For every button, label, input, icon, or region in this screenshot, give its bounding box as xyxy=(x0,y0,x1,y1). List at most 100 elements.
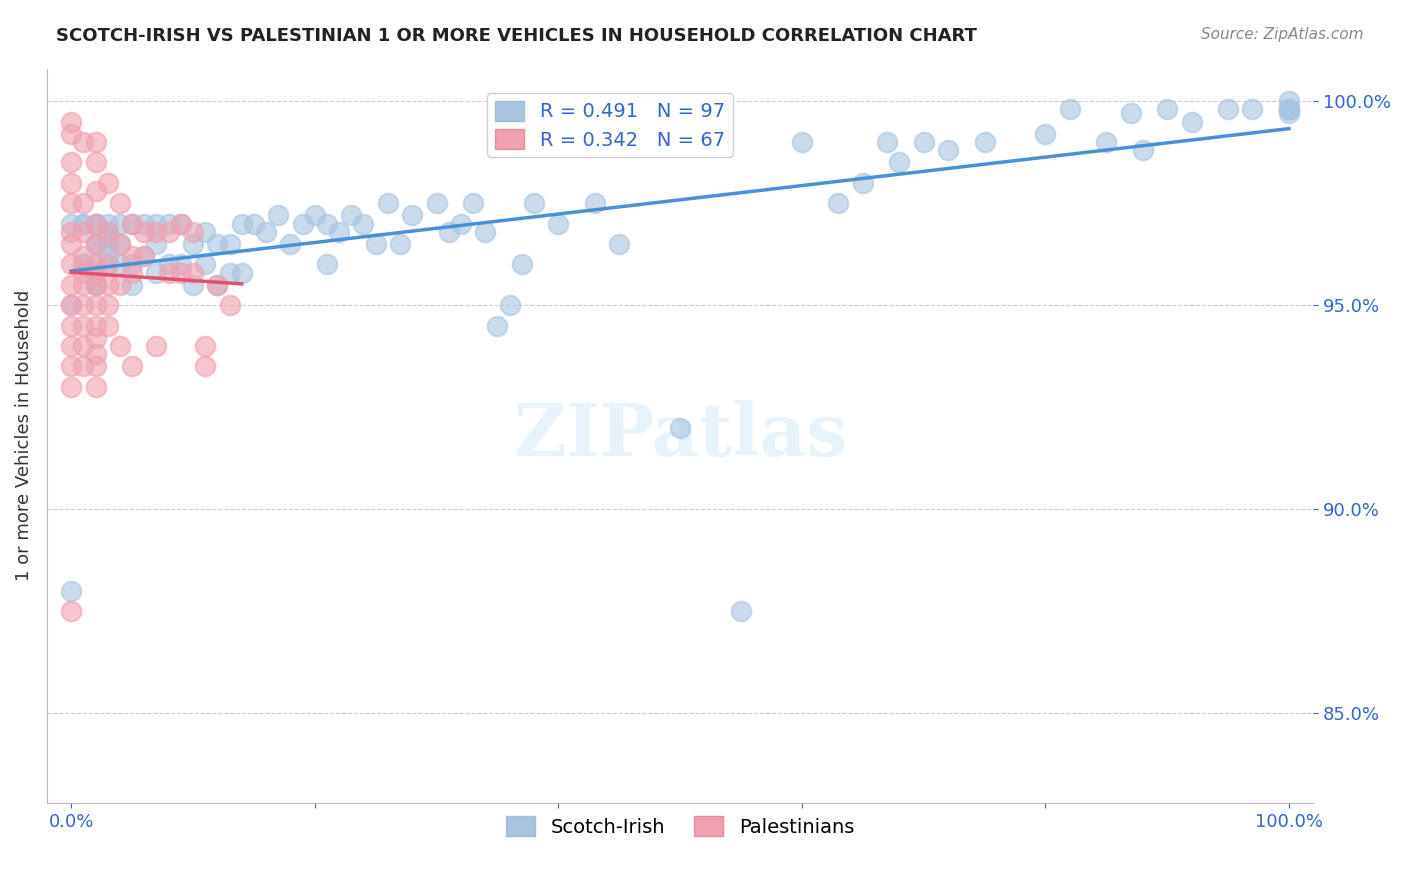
Point xyxy=(267,208,290,222)
Point xyxy=(72,277,94,292)
Y-axis label: 1 or more Vehicles in Household: 1 or more Vehicles in Household xyxy=(15,290,32,582)
Point xyxy=(889,155,911,169)
Point xyxy=(304,208,326,222)
Point xyxy=(121,277,143,292)
Point xyxy=(547,217,569,231)
Point xyxy=(218,298,240,312)
Point xyxy=(84,318,107,333)
Legend: Scotch-Irish, Palestinians: Scotch-Irish, Palestinians xyxy=(498,808,862,845)
Point xyxy=(328,225,350,239)
Point xyxy=(60,380,83,394)
Point xyxy=(60,277,83,292)
Point xyxy=(97,225,120,239)
Point xyxy=(425,196,447,211)
Point xyxy=(72,225,94,239)
Point xyxy=(231,217,253,231)
Point xyxy=(1180,114,1202,128)
Point xyxy=(84,257,107,271)
Point xyxy=(194,359,217,374)
Point xyxy=(97,237,120,252)
Text: ZIPatlas: ZIPatlas xyxy=(513,401,848,471)
Point xyxy=(60,196,83,211)
Point xyxy=(60,114,83,128)
Point xyxy=(340,208,363,222)
Point xyxy=(316,257,339,271)
Point xyxy=(790,135,813,149)
Point xyxy=(669,420,692,434)
Point xyxy=(218,266,240,280)
Point xyxy=(84,359,107,374)
Point xyxy=(389,237,412,252)
Point xyxy=(181,225,204,239)
Point xyxy=(145,339,167,353)
Point xyxy=(170,266,193,280)
Point xyxy=(157,266,180,280)
Point xyxy=(1278,103,1301,117)
Point xyxy=(243,217,266,231)
Point xyxy=(973,135,995,149)
Point xyxy=(84,217,107,231)
Point xyxy=(134,225,156,239)
Point xyxy=(134,217,156,231)
Point xyxy=(60,127,83,141)
Point xyxy=(1035,127,1057,141)
Point xyxy=(60,604,83,618)
Point xyxy=(60,339,83,353)
Point xyxy=(280,237,302,252)
Point xyxy=(1119,106,1142,120)
Point xyxy=(145,237,167,252)
Point xyxy=(170,217,193,231)
Point xyxy=(97,318,120,333)
Point xyxy=(1278,103,1301,117)
Point xyxy=(912,135,935,149)
Point xyxy=(207,277,229,292)
Point xyxy=(181,237,204,252)
Point xyxy=(97,257,120,271)
Point xyxy=(486,318,509,333)
Point xyxy=(97,257,120,271)
Point xyxy=(1278,94,1301,108)
Point xyxy=(84,135,107,149)
Point xyxy=(121,217,143,231)
Point xyxy=(60,298,83,312)
Point xyxy=(450,217,472,231)
Point xyxy=(84,277,107,292)
Point xyxy=(876,135,898,149)
Point xyxy=(121,217,143,231)
Point xyxy=(827,196,849,211)
Point xyxy=(510,257,533,271)
Point xyxy=(207,277,229,292)
Point xyxy=(157,225,180,239)
Point xyxy=(461,196,484,211)
Point xyxy=(498,298,520,312)
Point xyxy=(72,217,94,231)
Point xyxy=(72,266,94,280)
Point xyxy=(72,257,94,271)
Point xyxy=(60,583,83,598)
Point xyxy=(157,257,180,271)
Point xyxy=(401,208,423,222)
Point xyxy=(730,604,752,618)
Point xyxy=(1095,135,1118,149)
Point xyxy=(108,196,131,211)
Point xyxy=(97,176,120,190)
Point xyxy=(84,237,107,252)
Point xyxy=(1278,106,1301,120)
Point xyxy=(852,176,875,190)
Point xyxy=(583,196,606,211)
Point xyxy=(108,237,131,252)
Point xyxy=(60,298,83,312)
Point xyxy=(84,237,107,252)
Point xyxy=(84,266,107,280)
Point xyxy=(377,196,399,211)
Point xyxy=(207,237,229,252)
Point xyxy=(523,196,546,211)
Point xyxy=(145,217,167,231)
Point xyxy=(97,277,120,292)
Point xyxy=(607,237,630,252)
Point xyxy=(108,277,131,292)
Point xyxy=(134,249,156,263)
Point xyxy=(170,217,193,231)
Point xyxy=(97,217,120,231)
Point xyxy=(97,298,120,312)
